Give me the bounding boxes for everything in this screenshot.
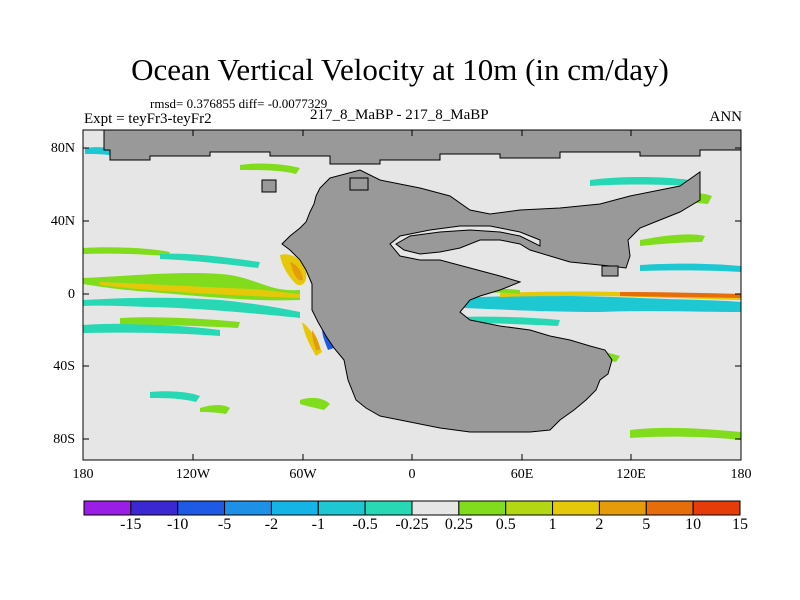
colorbar-label: -5: [217, 516, 232, 533]
land-small-island: [601, 265, 619, 277]
lon-label: 120W: [175, 467, 211, 482]
contour-cyan: [83, 297, 300, 318]
colorbar-label: -0.5: [352, 516, 378, 533]
colorbar-label: 1: [548, 516, 557, 533]
colorbar-box: [83, 500, 132, 516]
contour-yellow: [100, 282, 300, 298]
colorbar-box: [411, 500, 460, 516]
colorbar-box: [270, 500, 319, 516]
contour-green: [200, 405, 230, 414]
lon-label: 120E: [616, 467, 646, 482]
lon-label: 60E: [510, 467, 534, 482]
lon-label: 180: [72, 467, 94, 482]
lat-label: 80N: [50, 141, 75, 156]
colorbar-label: 0.25: [444, 516, 473, 533]
colorbar-label: -1: [311, 516, 325, 533]
longitude-ticks: [82, 130, 742, 460]
contour-cyan: [83, 323, 220, 336]
colorbar-box: [692, 500, 741, 516]
land-small-island: [349, 177, 369, 191]
lat-label: 0: [68, 287, 75, 302]
colorbar: [83, 500, 741, 516]
contour-orange: [290, 262, 303, 281]
lat-label: 40N: [50, 214, 75, 229]
case-label: 217_8_MaBP - 217_8_MaBP: [310, 107, 489, 123]
colorbar-box: [458, 500, 507, 516]
colorbar-box: [645, 500, 694, 516]
colorbar-box: [552, 500, 600, 516]
lat-label: 80S: [53, 432, 75, 447]
stats-line: rmsd= 0.376855 diff= -0.0077329: [150, 96, 328, 111]
map-panel: [82, 129, 742, 461]
colorbar-box: [224, 500, 272, 516]
colorbar-label: 2: [595, 516, 604, 533]
colorbar-label: -10: [167, 516, 189, 533]
colorbar-label: -15: [120, 516, 142, 533]
colorbar-label: 10: [685, 516, 702, 533]
contour-green: [240, 163, 300, 174]
contour-green: [630, 427, 741, 440]
colorbar-box: [317, 500, 366, 516]
colorbar-label: 15: [732, 516, 748, 533]
colorbar-label: -0.25: [395, 516, 429, 533]
contour-green: [300, 397, 330, 410]
colorbar-label: 5: [642, 516, 651, 533]
contour-orange: [312, 330, 320, 350]
colorbar-box: [177, 500, 226, 516]
contour-cyan: [420, 295, 741, 312]
lon-label: 60W: [289, 467, 317, 482]
land-small-island: [261, 179, 277, 193]
map-title: Ocean Vertical Velocity at 10m (in cm/da…: [131, 52, 669, 87]
colorbar-box: [598, 500, 647, 516]
lon-label: 0: [408, 467, 416, 482]
colorbar-box: [364, 500, 413, 516]
colorbar-box: [130, 500, 179, 516]
contour-green: [120, 317, 240, 328]
contour-green: [640, 234, 705, 246]
contour-cyan: [590, 177, 690, 186]
contour-green: [83, 247, 170, 256]
colorbar-box: [505, 500, 554, 516]
season-label: ANN: [709, 109, 743, 125]
experiment-label: Expt = teyFr3-teyFr2: [84, 111, 212, 127]
land-masses: [103, 129, 742, 433]
land-north-ring: [103, 129, 742, 165]
lat-label: 40S: [53, 359, 75, 374]
land-pangaea-west: [281, 169, 701, 433]
contour-cyan: [150, 391, 200, 402]
latitude-ticks: [83, 147, 741, 440]
contour-orange: [620, 292, 741, 298]
colorbar-label: 0.5: [495, 516, 516, 533]
contour-cyan: [640, 263, 741, 272]
lon-label: 180: [730, 467, 752, 482]
colorbar-label: -2: [264, 516, 279, 533]
contour-cyan: [160, 253, 260, 268]
